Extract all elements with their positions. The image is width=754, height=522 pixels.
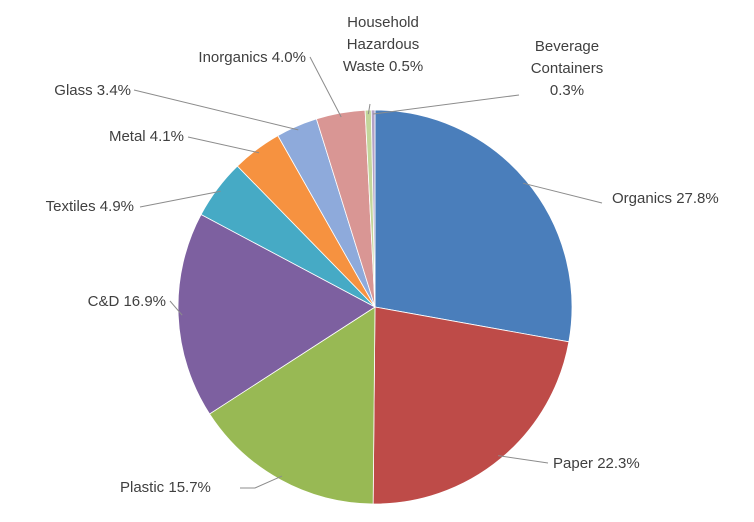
leader-line-textiles <box>139 190 221 208</box>
leader-line-organics <box>522 182 603 204</box>
leader-line-c-d <box>169 300 183 316</box>
leader-line-inorganics <box>309 56 342 118</box>
data-label-metal: Metal 4.1% <box>109 128 184 145</box>
data-label-textiles: Textiles 4.9% <box>46 198 134 215</box>
pie-slice-plastic <box>209 306 376 505</box>
data-label-plastic: Plastic 15.7% <box>120 479 211 496</box>
pie-slice-c-d <box>177 213 376 415</box>
data-label-paper: Paper 22.3% <box>553 455 640 472</box>
leader-lines-layer <box>133 56 603 489</box>
leader-line-beverage-containers <box>373 94 520 115</box>
data-label-organics: Organics 27.8% <box>612 190 719 207</box>
labels-layer: Organics 27.8% Paper 22.3% Plastic 15.7% C&… <box>46 14 719 496</box>
slices-layer <box>177 109 573 505</box>
pie-slice-organics <box>374 109 573 343</box>
data-label-beverage-containers: Beverage Containers 0.3% <box>531 38 604 99</box>
pie-slice-paper <box>372 306 570 505</box>
data-label-inorganics: Inorganics 4.0% <box>198 49 306 66</box>
pie-slice-beverage-containers <box>370 109 376 308</box>
leader-line-metal <box>187 136 260 154</box>
data-label-c-d: C&D 16.9% <box>88 293 166 310</box>
data-label-glass: Glass 3.4% <box>54 82 131 99</box>
leader-line-plastic <box>240 475 283 489</box>
leader-line-paper <box>498 455 549 464</box>
leader-line-household-hazardous-waste <box>367 103 371 115</box>
data-label-household-hazardous-waste: Household Hazardous Waste 0.5% <box>343 14 423 75</box>
leader-line-glass <box>133 89 299 131</box>
